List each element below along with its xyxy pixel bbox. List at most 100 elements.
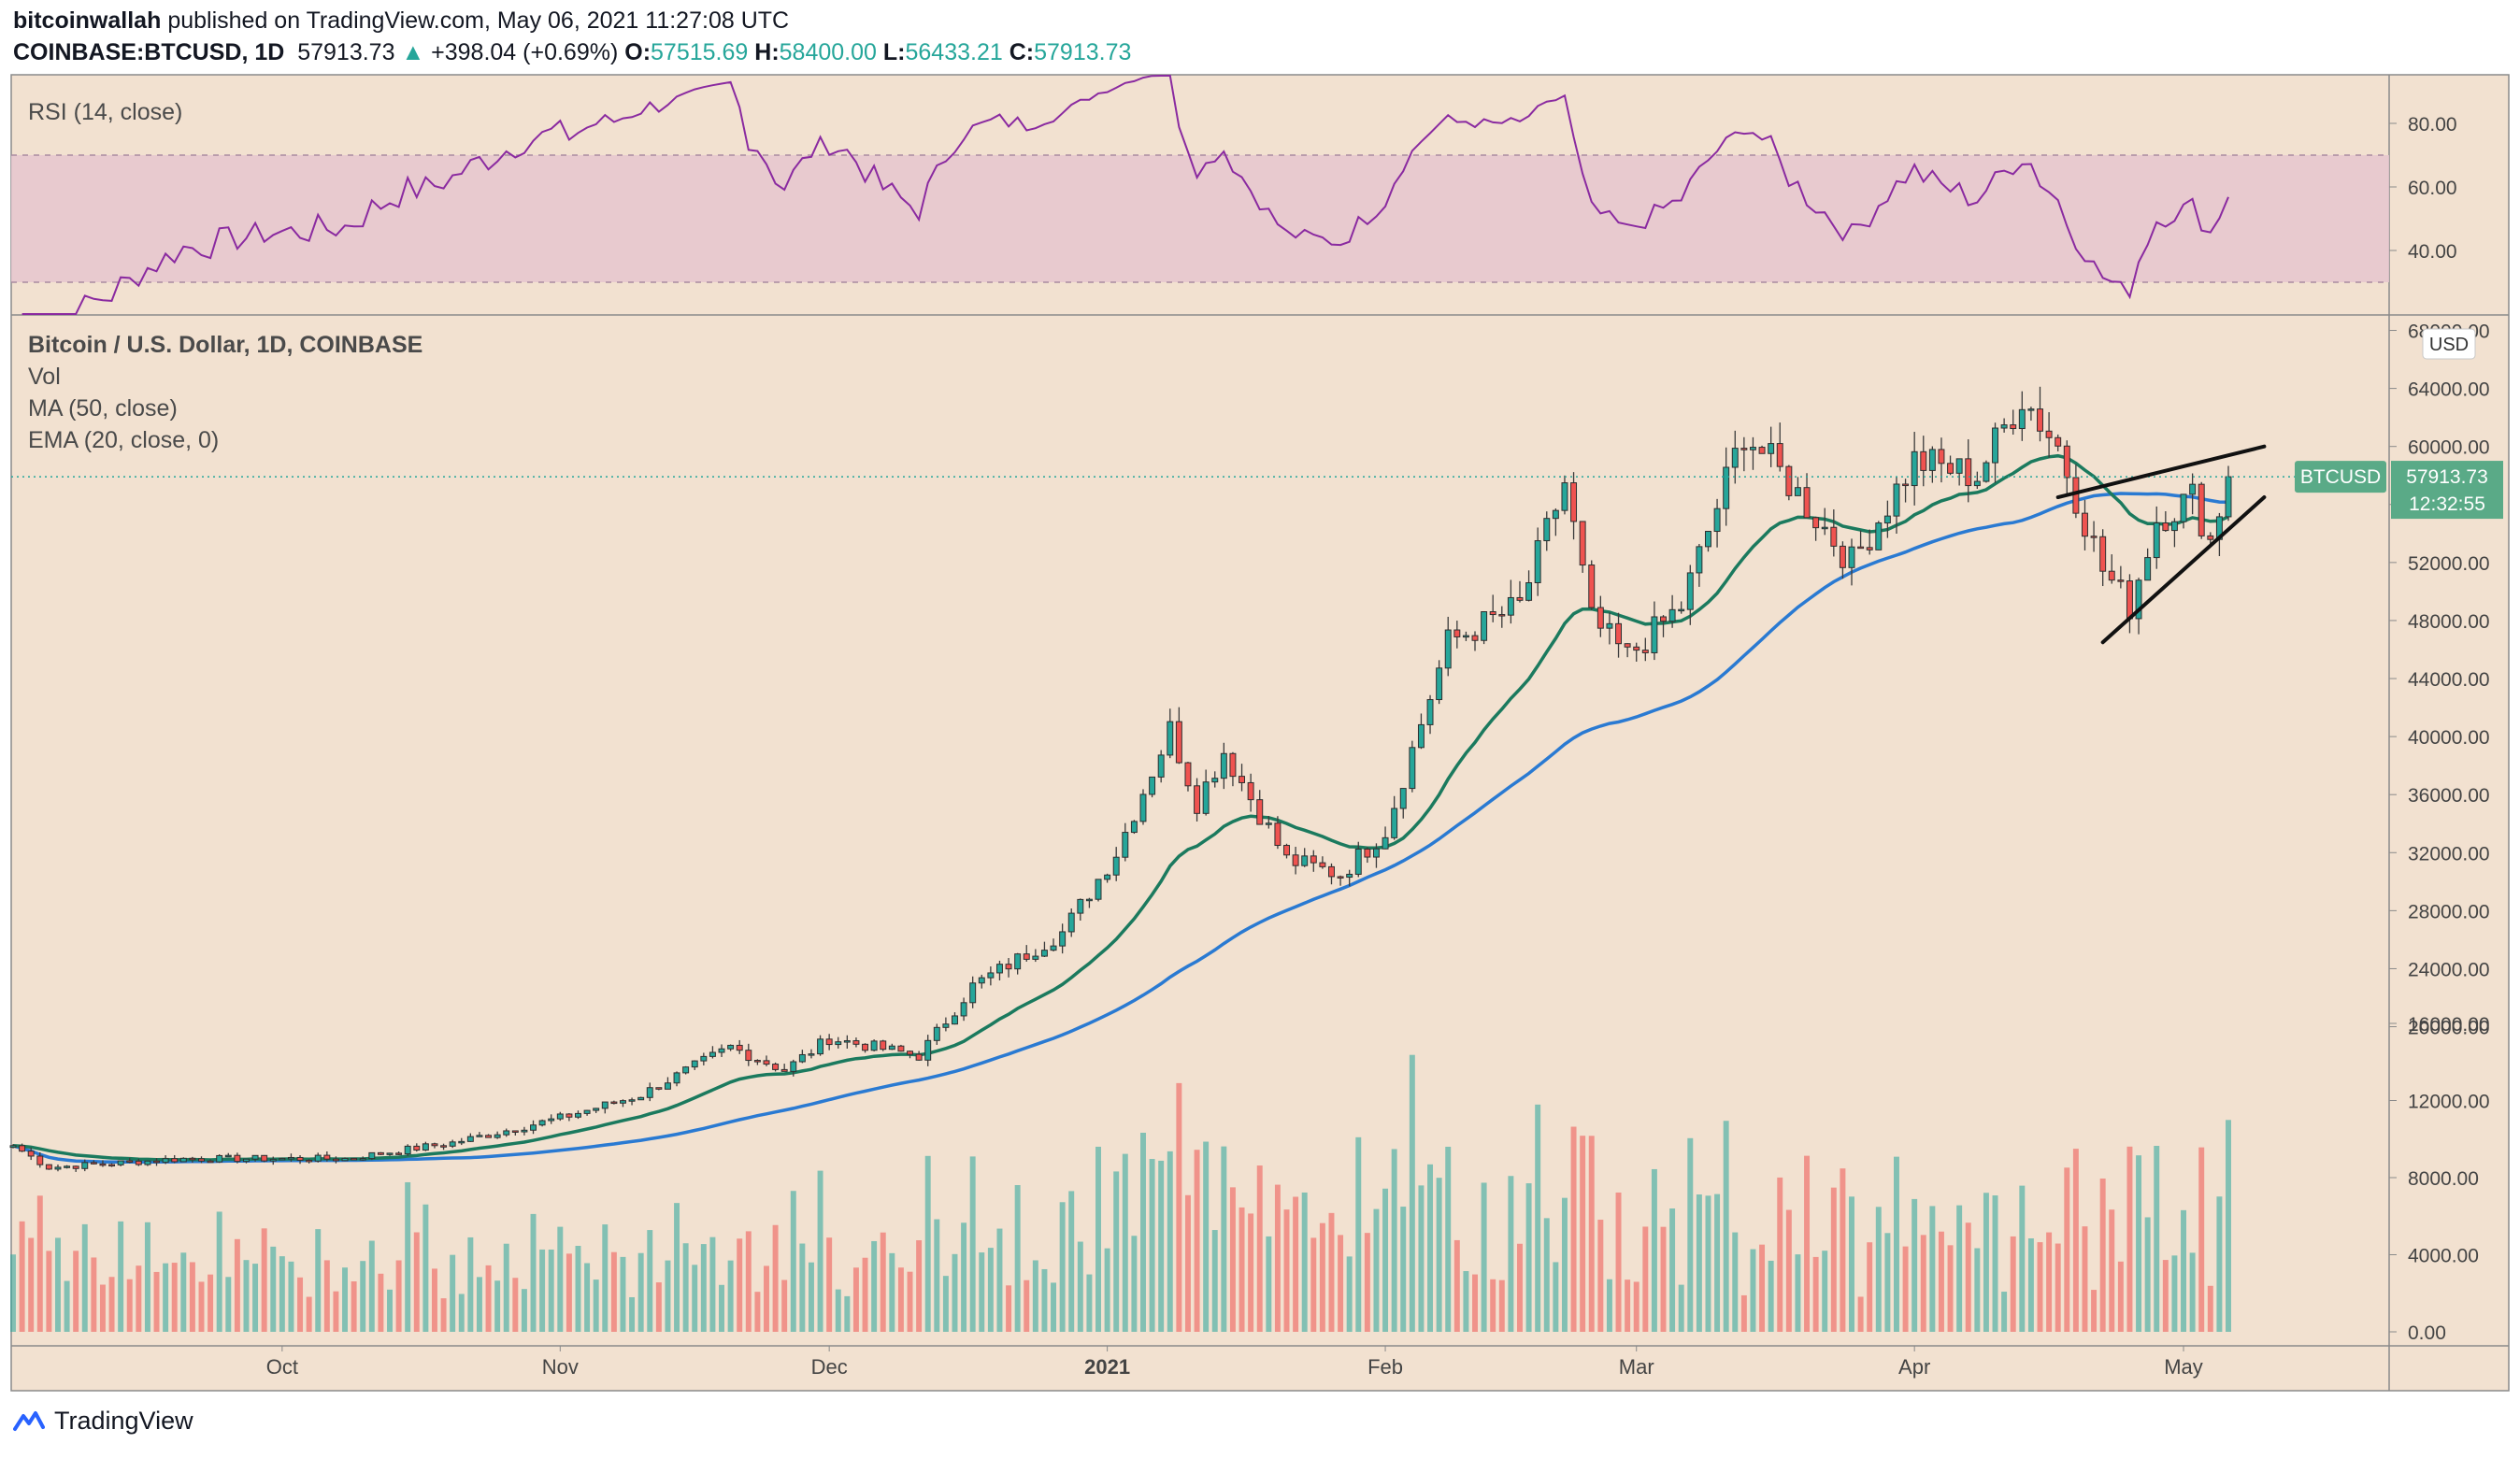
volume-bar (1032, 1260, 1038, 1332)
volume-bar (243, 1260, 250, 1332)
candle-body (314, 1154, 322, 1162)
volume-bar (897, 1267, 904, 1332)
candle-body (1310, 855, 1317, 864)
volume-bar (602, 1224, 609, 1332)
candle-body (1821, 526, 1828, 530)
legend-ema20: EMA (20, close, 0) (28, 427, 219, 453)
rsi-tick-label: 80.00 (2408, 114, 2457, 136)
volume-bar (799, 1243, 806, 1332)
candle-body (1239, 776, 1246, 783)
volume-bar (2027, 1237, 2034, 1332)
candle-body (1965, 458, 1972, 487)
candle-body (1768, 443, 1775, 454)
price-badge-value: 57913.73 (2406, 466, 2488, 488)
candle-body (117, 1160, 124, 1165)
candle-body (1481, 611, 1488, 641)
candle-body (870, 1040, 878, 1051)
candle-body (852, 1040, 860, 1045)
footer-brand[interactable]: TradingView (54, 1407, 193, 1435)
volume-bar (503, 1243, 509, 1332)
volume-bar (808, 1262, 814, 1332)
volume-bar (1740, 1294, 1747, 1332)
candle-body (2189, 483, 2197, 495)
candle-body (1812, 517, 1820, 529)
candle-body (126, 1160, 134, 1164)
volume-bar (64, 1280, 70, 1332)
rsi-axis-ticks: 80.00 60.00 40.00 (2389, 114, 2457, 263)
volume-bar (476, 1277, 482, 1332)
volume-bar (1705, 1195, 1711, 1332)
volume-bar (485, 1265, 492, 1332)
candle-body (575, 1112, 581, 1118)
volume-bar (655, 1282, 662, 1332)
candle-body (1032, 955, 1039, 960)
volume-bar (1176, 1082, 1182, 1332)
candle-body (503, 1130, 510, 1136)
volume-bar (144, 1222, 150, 1332)
volume-bar (1068, 1191, 1075, 1332)
candle-body (1624, 643, 1631, 648)
volume-bar (521, 1289, 527, 1332)
volume-bar (682, 1243, 689, 1332)
author-name[interactable]: bitcoinwallah (13, 7, 162, 34)
volume-bar (1014, 1184, 1021, 1332)
candle-body (952, 1015, 958, 1025)
volume-bar (826, 1237, 833, 1332)
volume-bar (1310, 1237, 1317, 1332)
candle-body (1588, 565, 1596, 608)
volume-bar (1920, 1235, 1926, 1332)
candle-body (1938, 449, 1945, 465)
volume-bar (2181, 1209, 2186, 1332)
candle-body (1992, 427, 1999, 464)
volume-bar (889, 1252, 895, 1332)
volume-bar (1884, 1233, 1891, 1332)
volume-bar (1723, 1121, 1729, 1332)
candle-body (825, 1038, 833, 1046)
symbol-badge-box (2295, 461, 2386, 493)
volume-bar (270, 1246, 277, 1332)
volume-bar (1992, 1195, 1998, 1332)
volume-bar (1750, 1249, 1756, 1332)
volume-bar (557, 1226, 564, 1332)
candle-body (2162, 522, 2169, 532)
candle-body (261, 1154, 268, 1162)
volume-bar (844, 1295, 851, 1332)
price-tick-label: 44000.00 (2408, 669, 2490, 691)
candle-body (224, 1154, 232, 1158)
publish-line: bitcoinwallah published on TradingView.c… (13, 7, 789, 35)
candle-body (1525, 582, 1533, 601)
candle-body (1364, 849, 1371, 858)
volume-bar (36, 1195, 43, 1332)
volume-bar (665, 1260, 671, 1332)
volume-bar (81, 1223, 88, 1332)
rsi-line (21, 75, 2229, 315)
volume-bar (1355, 1136, 1362, 1332)
volume-bar (351, 1281, 357, 1332)
volume-bar (1382, 1188, 1389, 1332)
candle-body (1830, 526, 1838, 547)
candle-body (458, 1140, 465, 1144)
candle-body (1660, 616, 1667, 622)
candle-body (1426, 699, 1434, 725)
candle-body (1740, 448, 1748, 450)
candle-body (1211, 778, 1219, 783)
volume-bars (10, 1054, 2231, 1332)
ma50-line (12, 492, 2229, 1165)
candle-body (1615, 622, 1623, 645)
price-tick-label: 20000.00 (2408, 1018, 2490, 1039)
candle-body (485, 1135, 493, 1138)
candle-body (162, 1158, 169, 1164)
volume-bar (817, 1170, 823, 1332)
currency-badge-box[interactable] (2422, 328, 2476, 360)
candle-body (610, 1101, 618, 1105)
candle-body (153, 1160, 160, 1164)
candle-body (1973, 480, 1981, 487)
candle-body (790, 1061, 797, 1072)
candle-body (2037, 408, 2043, 432)
currency-badge[interactable]: USD (2429, 335, 2469, 355)
legend-ma50: MA (50, close) (28, 395, 178, 422)
candle-body (655, 1087, 663, 1090)
candle-body (36, 1155, 44, 1165)
tradingview-logo-icon[interactable] (13, 1408, 45, 1435)
